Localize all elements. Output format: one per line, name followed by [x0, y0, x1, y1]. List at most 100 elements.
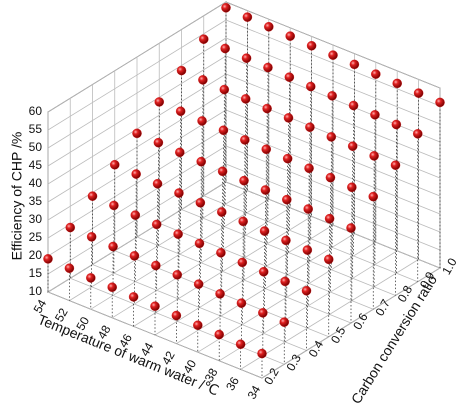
- point: [109, 200, 119, 211]
- grid-line: [225, 181, 441, 269]
- point: [260, 185, 271, 195]
- point: [285, 31, 295, 41]
- point: [325, 172, 336, 183]
- point: [65, 222, 76, 233]
- z-tick-label: 60: [29, 104, 43, 118]
- point: [151, 219, 162, 230]
- x-tick-label: 48: [95, 323, 114, 342]
- point: [198, 75, 208, 85]
- point: [305, 81, 316, 92]
- point: [196, 156, 206, 167]
- point: [348, 100, 359, 111]
- point: [280, 276, 290, 287]
- point: [235, 339, 246, 349]
- x-tick-label: 34: [245, 383, 264, 402]
- point: [214, 329, 224, 340]
- point: [86, 273, 96, 283]
- z-tick-label: 50: [29, 140, 43, 154]
- point: [220, 43, 230, 54]
- x-tick-label: 40: [180, 357, 199, 376]
- point: [43, 254, 53, 264]
- point: [173, 229, 183, 239]
- point: [153, 137, 164, 148]
- point: [370, 110, 380, 120]
- point: [258, 308, 268, 318]
- point: [259, 226, 270, 236]
- point: [349, 59, 360, 70]
- point: [219, 84, 230, 95]
- point: [152, 178, 163, 189]
- point: [193, 320, 203, 330]
- point: [128, 292, 139, 302]
- point: [64, 263, 75, 273]
- y-tick-label: 1.0: [439, 255, 460, 277]
- point: [215, 289, 225, 299]
- point: [412, 129, 423, 139]
- point: [129, 251, 140, 261]
- point: [326, 132, 337, 142]
- point: [172, 270, 182, 280]
- x-tick-label: 38: [202, 366, 221, 385]
- point: [282, 194, 292, 205]
- x-tick-label: 36: [223, 374, 242, 393]
- point: [282, 153, 293, 164]
- point: [371, 69, 381, 79]
- x-tick-label: 42: [159, 348, 178, 367]
- point: [87, 191, 98, 201]
- point: [110, 159, 120, 170]
- point: [258, 266, 269, 277]
- point: [283, 113, 294, 123]
- point: [304, 163, 314, 173]
- point: [131, 169, 141, 179]
- point: [390, 160, 401, 170]
- point: [108, 241, 118, 252]
- point: [174, 188, 184, 198]
- point: [241, 53, 252, 63]
- x-tick-label: 50: [73, 314, 92, 333]
- point: [217, 166, 228, 177]
- z-tick-label: 10: [29, 284, 43, 298]
- point: [193, 279, 204, 289]
- x-tick-label: 52: [52, 305, 71, 324]
- point: [216, 207, 227, 217]
- z-tick-label: 35: [29, 194, 43, 208]
- point: [301, 285, 312, 296]
- point: [279, 317, 289, 327]
- z-axis-title: Efficiency of CHP /%: [9, 132, 25, 261]
- point: [347, 182, 357, 192]
- z-tick-label: 20: [29, 248, 43, 262]
- point: [262, 103, 272, 114]
- point: [171, 310, 182, 321]
- x-tick-label: 46: [116, 331, 135, 350]
- point: [107, 282, 117, 292]
- point: [218, 125, 229, 136]
- point: [284, 72, 295, 82]
- point: [302, 245, 313, 255]
- point: [347, 141, 358, 151]
- z-tick-label: 25: [29, 230, 43, 244]
- grid-line: [203, 195, 418, 283]
- point: [281, 235, 291, 246]
- point: [327, 91, 337, 101]
- point: [261, 144, 271, 154]
- point: [154, 97, 164, 107]
- point: [86, 232, 97, 242]
- point: [195, 197, 206, 208]
- point: [368, 191, 378, 202]
- point: [198, 34, 209, 44]
- point: [306, 41, 317, 51]
- z-tick-label: 55: [29, 122, 43, 136]
- point: [151, 260, 161, 271]
- point: [197, 116, 207, 126]
- point: [328, 50, 338, 60]
- point: [239, 175, 249, 186]
- point: [264, 22, 274, 32]
- z-tick-label: 40: [29, 176, 43, 190]
- point: [237, 257, 248, 268]
- point: [130, 210, 141, 220]
- point: [323, 254, 334, 265]
- point: [242, 12, 253, 22]
- x-tick-label: 54: [31, 297, 50, 316]
- point: [413, 88, 424, 98]
